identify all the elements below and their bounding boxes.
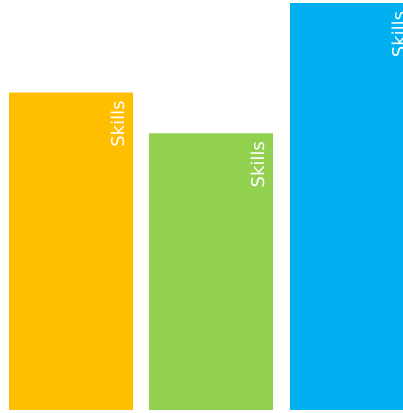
bar-label-3: Skills <box>389 11 403 57</box>
bar-label-1: Skills <box>108 101 129 147</box>
bar-1 <box>9 92 133 410</box>
bar-label-2: Skills <box>248 141 269 187</box>
bar-2 <box>149 133 273 411</box>
bar-3 <box>290 3 403 410</box>
